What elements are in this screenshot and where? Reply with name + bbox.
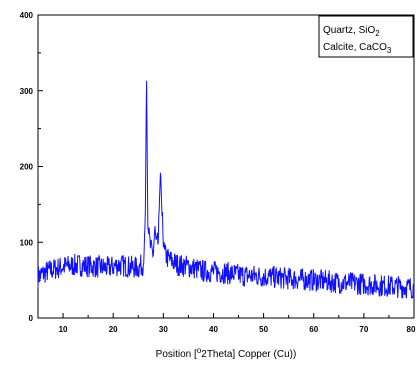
x-tick-label: 60 xyxy=(309,325,318,334)
x-tick-label: 40 xyxy=(209,325,218,334)
legend-entry-quartz: Quartz, SiO2 xyxy=(323,25,380,38)
x-tick-label: 50 xyxy=(259,325,268,334)
legend: Quartz, SiO2 Calcite, CaCO3 xyxy=(318,15,414,58)
y-tick-label: 400 xyxy=(20,11,34,20)
x-tick-label: 80 xyxy=(407,325,416,334)
y-tick-label: 0 xyxy=(29,314,34,323)
x-tick-label: 10 xyxy=(59,325,68,334)
legend-box xyxy=(318,15,414,58)
x-tick-label: 30 xyxy=(159,325,168,334)
y-tick-label: 100 xyxy=(20,238,34,247)
x-axis-title: Position [o2Theta] Copper (Cu)) xyxy=(156,346,297,360)
y-axis-ticks: 0 100 200 300 400 xyxy=(20,11,43,323)
y-tick-label: 300 xyxy=(20,87,34,96)
x-tick-label: 20 xyxy=(109,325,118,334)
y-tick-label: 200 xyxy=(20,163,34,172)
legend-entry-calcite: Calcite, CaCO3 xyxy=(323,42,392,55)
x-axis-ticks: 10 20 30 40 50 60 70 80 xyxy=(37,313,416,334)
x-tick-label: 70 xyxy=(359,325,368,334)
xrd-series-line xyxy=(37,80,415,299)
